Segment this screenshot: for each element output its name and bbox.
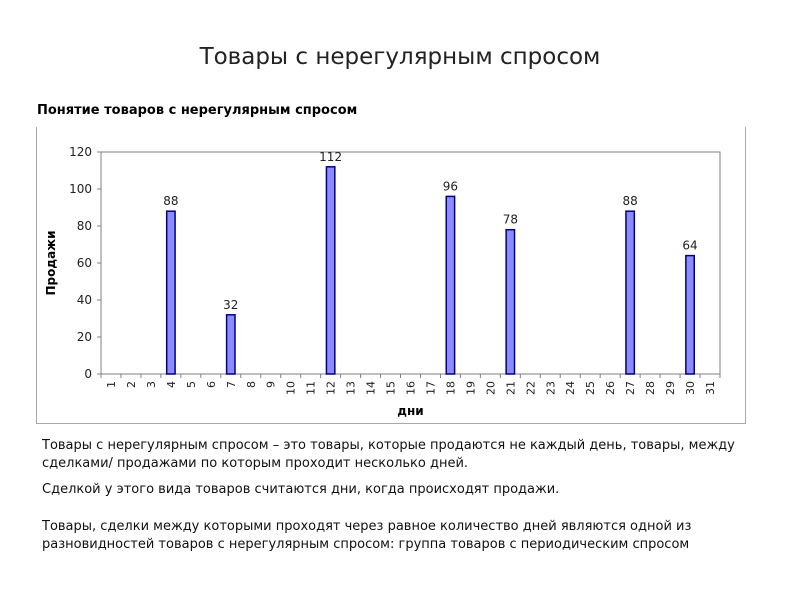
data-label-day-21: 78 — [503, 213, 518, 227]
data-label-day-27: 88 — [623, 194, 638, 208]
chart-subtitle: Понятие товаров с нерегулярным спросом — [37, 103, 358, 118]
x-tick-label: 31 — [704, 381, 717, 395]
data-label-day-12: 112 — [319, 150, 342, 164]
x-tick-label: 2 — [125, 381, 138, 388]
bar-day-30 — [685, 254, 695, 375]
data-label-day-30: 64 — [682, 239, 697, 253]
slide-title: Товары с нерегулярным спросом — [199, 44, 601, 70]
y-tick-label: 120 — [69, 145, 92, 159]
y-axis-label: Продажи — [44, 230, 58, 295]
x-tick-label: 7 — [225, 381, 238, 388]
bar-day-21 — [505, 228, 516, 375]
bar-day-27 — [625, 210, 636, 375]
x-tick-label: 19 — [464, 381, 477, 395]
x-tick-label: 16 — [405, 381, 418, 395]
x-tick-label: 29 — [664, 381, 677, 395]
chart-frame: 0 20 40 60 80 100 120 Продажи 1 2 3 4 88 5 6 7 32 8 9 10 11 1… — [36, 127, 746, 424]
x-axis-label: дни — [397, 404, 423, 418]
x-tick-label: 15 — [385, 381, 398, 395]
deal-paragraph: Сделкой у этого вида товаров считаются д… — [42, 482, 560, 497]
x-tick-label: 22 — [524, 381, 537, 395]
y-tick-label: 80 — [77, 219, 92, 233]
x-tick-label: 20 — [484, 381, 497, 395]
x-tick-label: 11 — [305, 381, 318, 395]
y-tick-label: 0 — [84, 367, 92, 381]
x-tick-label: 1 — [105, 381, 118, 388]
x-tick-label: 26 — [604, 381, 617, 395]
y-tick-label: 40 — [77, 293, 92, 307]
x-tick-label: 10 — [285, 381, 298, 395]
x-tick-label: 5 — [185, 381, 198, 388]
x-tick-label: 23 — [544, 381, 557, 395]
x-tick-label: 14 — [365, 381, 378, 395]
periodic-paragraph: Товары, сделки между которыми проходят ч… — [42, 519, 692, 552]
x-tick-label: 6 — [205, 381, 218, 388]
x-tick-label: 4 — [165, 381, 178, 388]
x-tick-label: 24 — [564, 381, 577, 395]
x-tick-label: 18 — [444, 381, 457, 395]
x-tick-label: 30 — [684, 381, 697, 395]
bar-day-4 — [165, 210, 176, 375]
bar-day-7 — [225, 314, 236, 375]
x-tick-label: 17 — [424, 381, 437, 395]
x-tick-label: 3 — [145, 381, 158, 388]
y-tick-label: 100 — [69, 182, 92, 196]
bar-day-12 — [325, 166, 336, 375]
x-tick-label: 12 — [325, 381, 338, 395]
x-tick-label: 21 — [504, 381, 517, 395]
y-tick-label: 20 — [77, 330, 92, 344]
data-label-day-7: 32 — [223, 298, 238, 312]
x-tick-label: 28 — [644, 381, 657, 395]
bar-day-18 — [445, 195, 456, 375]
x-tick-label: 27 — [624, 381, 637, 395]
definition-paragraph: Товары с нерегулярным спросом – это това… — [42, 438, 735, 471]
data-label-day-4: 88 — [163, 194, 178, 208]
x-tick-label: 13 — [345, 381, 358, 395]
x-tick-label: 9 — [265, 381, 278, 388]
x-tick-label: 8 — [245, 381, 258, 388]
data-label-day-18: 96 — [443, 179, 458, 193]
y-tick-label: 60 — [77, 256, 92, 270]
x-tick-label: 25 — [584, 381, 597, 395]
